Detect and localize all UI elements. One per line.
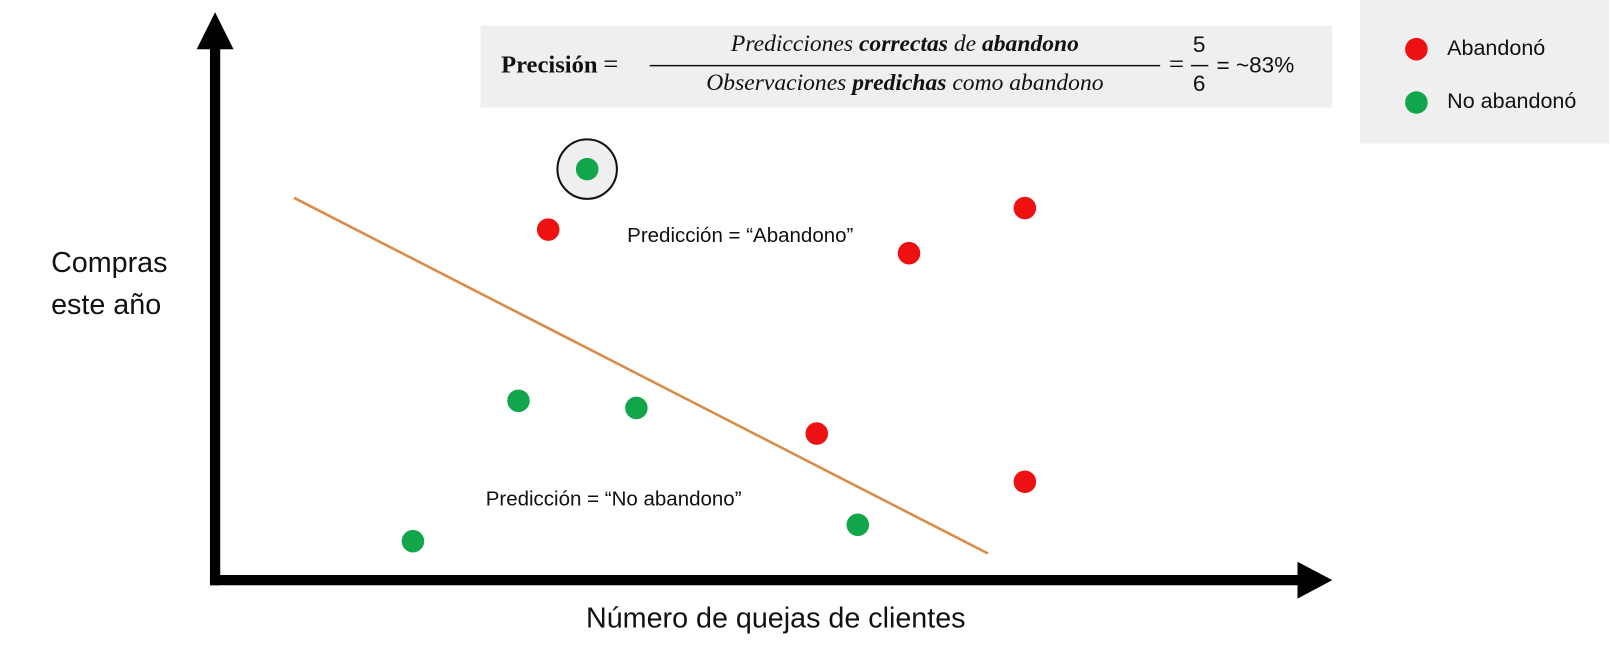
decision-boundary <box>293 196 989 555</box>
formula-label: Precisión <box>501 51 598 78</box>
red-point <box>897 241 921 265</box>
fraction-top: 5 <box>1193 32 1206 57</box>
y-axis-label: Compras <box>51 247 167 279</box>
numerator-part: abandono <box>982 32 1079 58</box>
green-point <box>507 389 530 413</box>
red-point <box>536 218 560 241</box>
denominator-part: predichas <box>850 70 946 96</box>
formula-box <box>480 25 1333 108</box>
legend-box <box>1360 0 1610 144</box>
green-point <box>575 157 599 181</box>
green-point <box>625 396 648 420</box>
numerator-part: Predicciones <box>730 32 859 58</box>
red-point <box>1013 196 1037 220</box>
equals-sign: = <box>1169 49 1184 79</box>
formula-result: = ~83% <box>1217 53 1295 78</box>
green-point <box>401 529 425 553</box>
denominator-part: Observaciones <box>706 70 852 96</box>
x-arrow <box>1297 561 1333 599</box>
red-point <box>1013 470 1037 494</box>
legend-label: No abandonó <box>1447 89 1576 113</box>
annotation: Predicción = “No abandono” <box>486 488 742 511</box>
legend-label: Abandonó <box>1447 36 1545 60</box>
denominator: Observaciones predichas como abandono <box>706 70 1103 96</box>
green-point <box>846 513 870 537</box>
fraction-bottom: 6 <box>1193 71 1206 96</box>
equals-sign: = <box>603 49 618 79</box>
numerator-part: correctas <box>859 32 948 58</box>
numerator-part: de <box>948 32 982 58</box>
denominator-part: como abandono <box>946 70 1103 96</box>
red-point <box>805 422 829 445</box>
y-arrow <box>196 12 234 50</box>
legend-marker <box>1405 37 1428 61</box>
annotation: Predicción = “Abandono” <box>627 224 853 247</box>
y-axis-label: este año <box>51 289 161 321</box>
legend-marker <box>1405 91 1428 114</box>
x-axis-label: Número de quejas de clientes <box>586 603 966 635</box>
numerator: Predicciones correctas de abandono <box>730 32 1079 58</box>
